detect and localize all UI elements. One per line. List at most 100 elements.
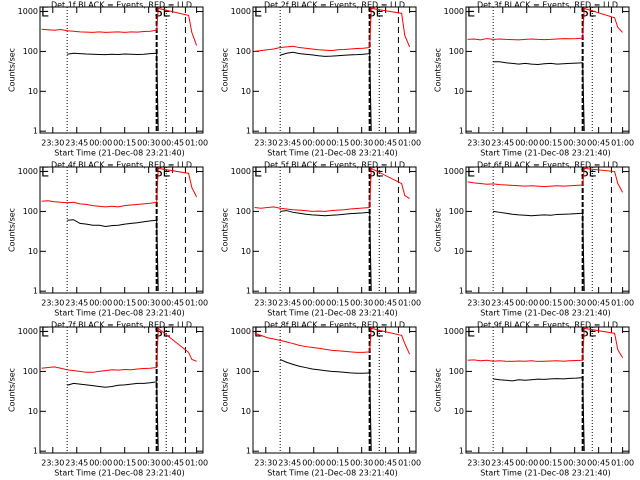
y-axis-label: Counts/sec: [221, 368, 230, 412]
panel: Det 4f BLACK = Events, RED = LLD Start Ti…: [8, 161, 209, 318]
y-tick-label: 1000: [444, 7, 464, 16]
x-tick-label: 00:45: [161, 299, 184, 308]
annotation: E: [162, 326, 170, 341]
x-tick-label: 01:00: [611, 299, 634, 308]
y-tick-label: 10: [454, 407, 464, 416]
y-tick-label: 10: [241, 87, 251, 96]
x-tick-label: 00:45: [587, 299, 610, 308]
y-tick-label: 100: [236, 207, 251, 216]
x-tick-label: 23:45: [491, 459, 514, 468]
plot-frame: [252, 6, 417, 134]
x-tick-label: 00:30: [350, 459, 373, 468]
x-tick-label: 00:45: [374, 459, 397, 468]
annotation: S: [154, 6, 162, 21]
panel-title: Det 3f BLACK = Events, RED = LLD: [477, 1, 618, 10]
y-tick-label: 1: [246, 287, 251, 296]
annotation: E: [588, 6, 596, 21]
plot-frame: [465, 326, 630, 454]
annotation: S: [367, 166, 375, 181]
x-tick-label: 00:00: [302, 139, 325, 148]
x-tick-label: 23:30: [467, 459, 490, 468]
annotation: E: [467, 326, 475, 341]
annotation: E: [41, 326, 49, 341]
x-tick-label: 00:15: [113, 299, 136, 308]
series-line: [467, 7, 623, 41]
x-tick-label: 00:30: [137, 139, 160, 148]
series-line: [467, 167, 624, 193]
y-tick-label: 1000: [444, 167, 464, 176]
y-axis-label: Counts/sec: [8, 368, 17, 412]
x-tick-label: 00:00: [515, 139, 538, 148]
x-axis-label: Start Time (21-Dec-08 23:21:40): [54, 309, 185, 318]
x-tick-label: 23:30: [41, 299, 64, 308]
annotation: E: [375, 326, 383, 341]
panel-title: Det 6f BLACK = Events, RED = LLD: [477, 161, 618, 170]
panel: Det 7f BLACK = Events, RED = LLD Start Ti…: [8, 321, 209, 478]
y-tick-label: 10: [454, 87, 464, 96]
annotation: E: [375, 6, 383, 21]
x-tick-label: 00:30: [350, 299, 373, 308]
series-line: [254, 7, 411, 52]
x-tick-label: 00:15: [326, 139, 349, 148]
x-tick-label: 23:45: [491, 139, 514, 148]
y-tick-label: 1: [246, 447, 251, 456]
series-line: [41, 167, 198, 208]
y-tick-label: 10: [28, 407, 38, 416]
panel: Det 5f BLACK = Events, RED = LLD Start Ti…: [221, 161, 422, 318]
y-axis-label: Counts/sec: [434, 368, 443, 412]
series-line: [280, 210, 372, 292]
annotation: E: [467, 6, 475, 21]
x-tick-label: 00:00: [89, 459, 112, 468]
annotation: S: [154, 326, 162, 341]
y-tick-label: 1: [33, 447, 38, 456]
y-tick-label: 1: [459, 287, 464, 296]
series-line: [67, 219, 159, 292]
x-tick-label: 00:15: [539, 459, 562, 468]
x-tick-label: 00:15: [539, 299, 562, 308]
x-tick-label: 01:00: [185, 459, 208, 468]
panel: Det 3f BLACK = Events, RED = LLD Start Ti…: [434, 1, 635, 158]
annotation: E: [41, 166, 49, 181]
plot-frame: [39, 6, 204, 134]
series-line: [493, 61, 585, 132]
y-tick-label: 1000: [231, 167, 251, 176]
panel: Det 9f BLACK = Events, RED = LLD Start Ti…: [434, 321, 635, 478]
x-tick-label: 00:15: [326, 459, 349, 468]
y-axis-label: Counts/sec: [434, 48, 443, 92]
y-tick-label: 1000: [18, 7, 38, 16]
y-tick-label: 100: [449, 367, 464, 376]
x-tick-label: 00:30: [137, 459, 160, 468]
x-tick-label: 23:45: [278, 459, 301, 468]
x-tick-label: 00:45: [374, 299, 397, 308]
panel-title: Det 2f BLACK = Events, RED = LLD: [264, 1, 405, 10]
x-axis-label: Start Time (21-Dec-08 23:21:40): [480, 309, 611, 318]
plot-frame: [39, 166, 204, 294]
x-axis-label: Start Time (21-Dec-08 23:21:40): [480, 149, 611, 158]
series-line: [493, 210, 585, 292]
panel: Det 1f BLACK = Events, RED = LLD Start Ti…: [8, 1, 209, 158]
annotation: S: [580, 6, 588, 21]
panel: Det 8f BLACK = Events, RED = LLD Start Ti…: [221, 321, 422, 478]
y-tick-label: 1000: [18, 327, 38, 336]
x-tick-label: 01:00: [185, 299, 208, 308]
series-line: [67, 52, 159, 132]
y-axis-label: Counts/sec: [221, 208, 230, 252]
plot-frame: [465, 6, 630, 134]
panel-title: Det 9f BLACK = Events, RED = LLD: [477, 321, 618, 330]
y-axis-label: Counts/sec: [221, 48, 230, 92]
series-line: [41, 327, 197, 373]
x-tick-label: 23:45: [278, 139, 301, 148]
x-tick-label: 23:45: [278, 299, 301, 308]
y-tick-label: 100: [236, 47, 251, 56]
y-tick-label: 1: [33, 287, 38, 296]
panel-title: Det 7f BLACK = Events, RED = LLD: [51, 321, 192, 330]
y-tick-label: 1: [459, 447, 464, 456]
x-axis-label: Start Time (21-Dec-08 23:21:40): [267, 469, 398, 478]
annotation: E: [467, 166, 475, 181]
panel: Det 6f BLACK = Events, RED = LLD Start Ti…: [434, 161, 635, 318]
x-tick-label: 00:15: [113, 139, 136, 148]
x-tick-label: 00:15: [539, 139, 562, 148]
x-tick-label: 00:15: [326, 299, 349, 308]
x-tick-label: 23:30: [254, 139, 277, 148]
x-tick-label: 00:00: [515, 299, 538, 308]
